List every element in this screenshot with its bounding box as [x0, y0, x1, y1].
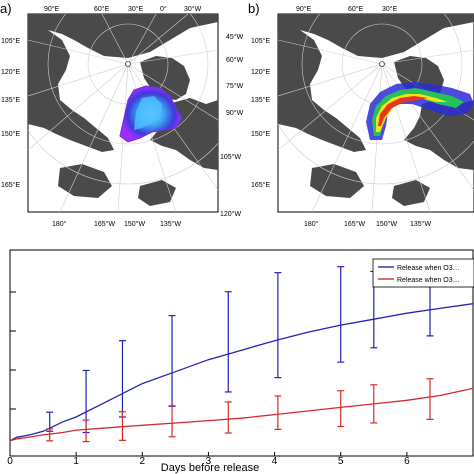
legend-blue-label: Release when O3…: [397, 265, 460, 272]
map-b-land-america: [404, 98, 474, 170]
map-a-lat-left-0: 105°E: [1, 37, 20, 45]
map-a-lon-top-0: 90°E: [44, 5, 60, 13]
map-b-lon-bottom-2: 150°W: [376, 220, 397, 228]
x-tick-label-5: 5: [338, 456, 344, 467]
map-a-lon-bottom-0: 180°: [52, 220, 67, 228]
x-tick-label-2: 2: [140, 456, 146, 467]
chart-legend: Release when O3… Release when O3…: [372, 258, 474, 288]
series-1-errorbar-2: [118, 411, 126, 441]
chart-y-ticks: [10, 291, 16, 410]
map-a-lat-left-4: 165°E: [1, 181, 20, 189]
map-b-lat-left-1: 120°E: [251, 68, 270, 76]
map-a-lat-left-1: 120°E: [1, 68, 20, 76]
legend-red-label: Release when O3…: [397, 277, 460, 284]
map-a-lat-left-3: 150°E: [1, 130, 20, 138]
map-a-lon-top-3: 0°: [160, 5, 167, 13]
map-a-lon-top-4: 30°W: [184, 5, 202, 13]
map-b-pole-marker: [379, 61, 385, 67]
series-1-errorbar-1: [82, 419, 90, 443]
map-b-plume-core: [378, 96, 428, 126]
map-a-lat-right-4: 105°W: [220, 153, 241, 161]
series-1-errorbar-3: [168, 405, 176, 438]
x-tick-label-6: 6: [404, 456, 410, 467]
map-a-lat-right-2: 75°W: [226, 82, 244, 90]
series-1-errorbar-8: [426, 378, 434, 420]
series-1-errorbar-6: [337, 390, 345, 428]
series-1-errorbar-0: [46, 428, 54, 442]
map-a-lon-top-2: 30°E: [128, 5, 144, 13]
map-b-land-alaska-south: [392, 180, 430, 206]
map-a-lon-top-1: 60°E: [94, 5, 110, 13]
series-1: [10, 378, 474, 443]
line-chart: 0 1 2 3 4 5 6 Days before release Release when…: [7, 249, 474, 474]
map-a-lat-right-5: 120°W: [220, 210, 241, 218]
x-tick-label-4: 4: [272, 456, 278, 467]
map-b-lon-bottom-3: 135°W: [410, 220, 431, 228]
x-tick-label-1: 1: [73, 456, 79, 467]
map-a-lat-right-0: 45°W: [226, 33, 244, 41]
map-panel-b: b): [248, 1, 474, 228]
panel-b-label: b): [248, 1, 260, 16]
series-1-errorbar-7: [370, 384, 378, 424]
x-tick-label-0: 0: [7, 456, 13, 467]
series-0-errorbar-4: [224, 291, 232, 393]
map-b-land-pacific-islands: [310, 164, 364, 198]
map-a-land-alaska-south: [138, 180, 176, 206]
map-a-lat-left-2: 135°E: [1, 96, 20, 104]
map-b-lon-top-0: 90°E: [296, 5, 312, 13]
map-b-lon-bottom-0: 180°: [304, 220, 319, 228]
series-0-errorbar-5: [274, 272, 282, 379]
map-a-lat-right-3: 90°W: [226, 109, 244, 117]
chart-series-layer: [10, 266, 474, 443]
map-b-content: [278, 14, 474, 212]
chart-x-tick-labels: 0 1 2 3 4 5 6: [7, 456, 410, 467]
map-b-land-asia: [278, 30, 366, 152]
map-b-lon-top-2: 30°E: [382, 5, 398, 13]
map-a-lon-bottom-2: 150°W: [124, 220, 145, 228]
map-a-land-asia: [28, 30, 114, 152]
map-b-lat-left-2: 135°E: [251, 96, 270, 104]
panel-a-label: a): [0, 1, 12, 16]
map-b-lat-left-0: 105°E: [251, 37, 270, 45]
map-a-labels: 90°E 60°E 30°E 0° 30°W 105°E 120°E 135°E…: [1, 5, 244, 228]
map-a-lon-bottom-1: 165°W: [94, 220, 115, 228]
map-panel-a: a): [0, 1, 244, 228]
legend-box: [372, 258, 474, 288]
chart-x-ticks: [9, 452, 408, 456]
map-a-plume-core: [134, 96, 162, 130]
map-b-lon-bottom-1: 165°W: [344, 220, 365, 228]
map-a-content: [28, 14, 218, 212]
x-tick-label-3: 3: [206, 456, 212, 467]
map-b-labels: 90°E 60°E 30°E 105°E 120°E 135°E 150°E 1…: [251, 5, 431, 228]
series-0-errorbar-6: [337, 266, 345, 363]
map-b-lat-left-3: 150°E: [251, 130, 270, 138]
map-a-lat-right-1: 60°W: [226, 56, 244, 64]
series-1-errorbar-4: [224, 401, 232, 434]
map-b-land-north: [278, 14, 474, 58]
map-a-land-north: [28, 14, 218, 58]
map-b-lat-left-4: 165°E: [251, 181, 270, 189]
map-b-lon-top-1: 60°E: [348, 5, 364, 13]
chart-x-axis-label: Days before release: [161, 462, 259, 474]
series-1-errorbar-5: [274, 395, 282, 430]
map-a-pole-marker: [125, 61, 131, 67]
map-a-lon-bottom-3: 135°W: [160, 220, 181, 228]
map-a-land-pacific-islands: [58, 164, 112, 198]
